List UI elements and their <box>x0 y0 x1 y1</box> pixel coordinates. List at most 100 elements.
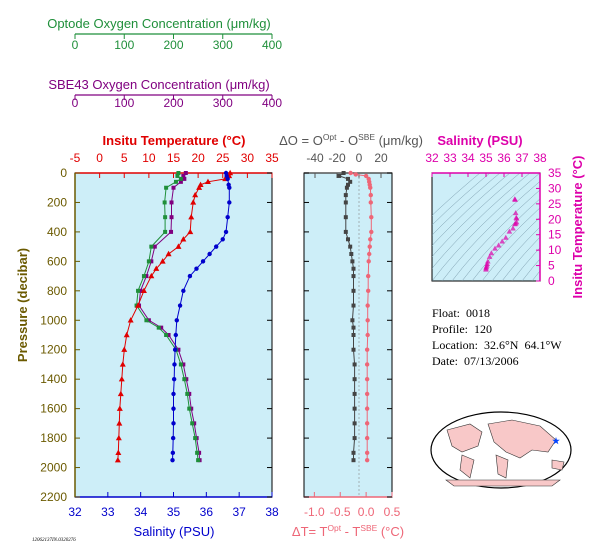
optode-oxygen-point <box>196 458 201 463</box>
optode-oxygen-point <box>178 176 183 181</box>
delta-t-tick-label: -1.0 <box>304 505 325 519</box>
pressure-tick-label: 800 <box>47 284 67 298</box>
temp-tick-label: 15 <box>167 151 181 165</box>
ts-point <box>510 225 516 231</box>
delta-o-point <box>351 333 356 337</box>
temp-tick-label: 35 <box>265 151 279 165</box>
salinity-point <box>174 318 179 323</box>
delta-o-tick-label: -40 <box>306 151 324 165</box>
salinity-point <box>187 273 193 279</box>
ts-contour <box>582 163 607 281</box>
delta-t-tick-label: 0.5 <box>384 505 401 519</box>
delta-t-point <box>366 259 371 264</box>
optode-oxygen-point <box>146 259 151 264</box>
sbe-tick-label: 0 <box>72 96 79 110</box>
delta-o-point <box>344 185 349 190</box>
sbe-oxygen-point <box>182 176 187 181</box>
optode-oxygen-point <box>193 436 198 441</box>
pressure-tick-label: 1000 <box>40 313 67 327</box>
salinity-point <box>225 214 230 220</box>
sbe-tick-label: 400 <box>262 96 282 110</box>
sbe-oxygen-point <box>138 288 143 293</box>
sbe-oxygen-point <box>183 171 188 175</box>
optode-oxygen-point <box>187 406 192 411</box>
delta-t-point <box>364 435 370 441</box>
temp-tick-label: 25 <box>216 151 230 165</box>
temp-axis-title: Insitu Temperature (°C) <box>103 133 246 148</box>
optode-oxygen-point <box>190 421 195 426</box>
temperature-point <box>115 434 122 441</box>
delta-o-point <box>346 237 350 242</box>
optode-oxygen-point <box>182 377 187 382</box>
salinity-point <box>194 266 199 271</box>
temp-tick-label: -5 <box>70 151 81 165</box>
delta-o-point <box>346 176 350 181</box>
pressure-tick-label: 200 <box>47 195 67 209</box>
info-date: Date: 07/13/2006 <box>432 354 519 368</box>
ts-y-axis-title: Insitu Temperature (°C) <box>570 156 585 299</box>
temperature-point <box>188 213 195 220</box>
delta-o-point <box>351 266 356 271</box>
salinity-point <box>171 406 176 411</box>
delta-t-point <box>368 192 373 198</box>
delta-o-point <box>352 421 357 426</box>
pressure-axis-title: Pressure (decibar) <box>15 248 30 362</box>
temperature-series <box>114 169 234 463</box>
salinity-point <box>171 391 176 397</box>
salinity-point <box>170 450 176 456</box>
sal-tick-label: 34 <box>134 505 148 519</box>
optode-oxygen-point <box>175 173 180 178</box>
delta-t-axis-title: ΔT= TOpt - TSBE (°C) <box>292 523 404 539</box>
sal-tick-label: 36 <box>200 505 214 519</box>
delta-t-point <box>367 244 372 249</box>
delta-t-point <box>365 303 370 308</box>
sbe-oxygen-point <box>169 215 174 220</box>
temp-tick-label: 20 <box>191 151 205 165</box>
ts-point <box>506 228 513 234</box>
delta-t-point <box>365 273 371 279</box>
sbe-oxygen-point <box>181 173 186 178</box>
ts-point <box>488 250 495 256</box>
footer-id: 12062137IN.0320276 <box>32 538 76 543</box>
pressure-tick-label: 600 <box>47 254 67 268</box>
sbe-oxygen-point <box>159 325 164 330</box>
temperature-point <box>159 258 166 264</box>
optode-oxygen-point <box>141 274 146 279</box>
temperature-point <box>175 243 182 249</box>
ts-contour <box>461 198 540 281</box>
ts-x-tick-label: 34 <box>461 151 475 165</box>
temperature-point <box>118 375 125 382</box>
ts-contour <box>471 207 540 281</box>
temperature-point <box>117 390 124 397</box>
sbe-oxygen-point <box>171 185 176 190</box>
ts-x-tick-label: 33 <box>443 151 457 165</box>
delta-o-point <box>343 229 348 234</box>
sbe-oxygen-point <box>181 362 186 367</box>
delta-o-point <box>352 377 357 382</box>
temperature-point <box>187 228 194 235</box>
delta-o-point <box>351 288 356 293</box>
optode-oxygen-point <box>185 391 190 396</box>
delta-t-point <box>353 172 358 177</box>
ts-point <box>495 242 502 248</box>
optode-oxygen-point <box>164 185 169 190</box>
ts-point <box>512 210 519 216</box>
delta-panel <box>303 172 393 498</box>
salinity-point <box>171 421 176 426</box>
optode-oxygen-point <box>164 333 169 337</box>
delta-t-point <box>364 421 370 426</box>
optode-axis-title: Optode Oxygen Concentration (μm/kg) <box>47 16 271 31</box>
delta-t-point <box>364 347 370 352</box>
ts-contour <box>432 173 511 246</box>
sbe-oxygen-point <box>169 200 174 205</box>
ts-contour <box>451 189 540 281</box>
delta-o-point <box>351 450 356 455</box>
temperature-point <box>114 456 121 463</box>
sbe-oxygen-point <box>149 259 154 264</box>
ts-point <box>485 258 491 264</box>
delta-o-point <box>351 274 356 279</box>
ts-contour <box>432 173 531 269</box>
info-location: Location: 32.6°N 64.1°W <box>432 338 562 352</box>
pressure-tick-label: 2200 <box>40 490 67 504</box>
